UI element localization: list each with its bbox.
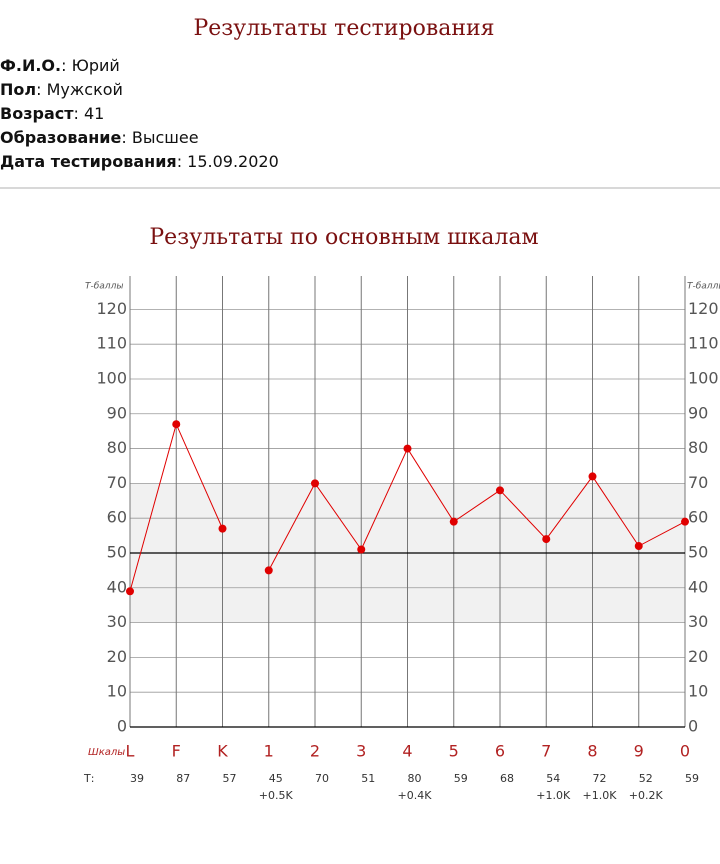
info-line: Дата тестирования: 15.09.2020 [0, 152, 279, 171]
y-tick-label: 60 [688, 508, 708, 527]
info-value: : Мужской [36, 80, 123, 99]
value-label: 45 [269, 772, 283, 785]
y-tick-label: 110 [688, 334, 719, 353]
x-tick-label: F [172, 742, 181, 761]
value-label: 68 [500, 772, 514, 785]
y-tick-label: 30 [688, 612, 708, 631]
x-tick-label: 0 [680, 742, 690, 761]
y-tick-label: 90 [107, 403, 127, 422]
y-tick-label: 70 [688, 473, 708, 492]
y-axis-label: Т-баллы [687, 282, 720, 292]
correction-label: +0.4K [398, 789, 433, 802]
x-tick-label: 4 [402, 742, 412, 761]
y-tick-label: 80 [107, 438, 127, 457]
y-tick-label: 20 [688, 647, 708, 666]
y-axis-label: Т-баллы [85, 282, 123, 292]
point [449, 517, 458, 526]
x-tick-label: 9 [634, 742, 644, 761]
y-tick-label: 50 [688, 542, 708, 561]
y-tick-label: 50 [107, 542, 127, 561]
value-label: 72 [593, 772, 607, 785]
value-label: 59 [454, 772, 468, 785]
point [496, 486, 504, 495]
y-tick-label: 120 [688, 299, 719, 318]
series-line [268, 447, 686, 571]
y-tick-label: 40 [107, 577, 127, 596]
point [264, 566, 273, 575]
info-label: Ф.И.О. [0, 56, 61, 75]
y-tick-label: 80 [688, 438, 708, 457]
y-tick-label: 70 [107, 473, 127, 492]
correction-label: +0.2K [629, 789, 664, 802]
info-label: Образование [0, 128, 122, 147]
x-tick-label: 1 [264, 742, 274, 761]
x-tick-label: L [126, 742, 135, 761]
x-tick-label: 3 [356, 742, 366, 761]
point [542, 535, 551, 544]
y-tick-label: 30 [107, 612, 127, 631]
info-label: Пол [0, 80, 36, 99]
info-label: Возраст [0, 104, 74, 123]
info-value: : Юрий [61, 56, 120, 75]
y-tick-label: 100 [688, 368, 719, 387]
page-title: Результаты тестирования [193, 16, 494, 41]
point [588, 472, 597, 481]
y-tick-label: 10 [107, 682, 127, 701]
info-line: Ф.И.О.: Юрий [0, 56, 120, 75]
value-label: 57 [223, 772, 237, 785]
value-label: 80 [408, 772, 422, 785]
point [218, 524, 227, 533]
y-tick-label: 90 [688, 403, 708, 422]
info-block: Ф.И.О.: Юрий Пол: Мужской Возраст: 41 Образ… [0, 56, 279, 171]
y-tick-label: 40 [688, 577, 708, 596]
value-label: 39 [130, 772, 144, 785]
value-row-label: Т: [83, 772, 94, 785]
value-label: 70 [315, 772, 329, 785]
point [172, 420, 181, 429]
x-tick-label: K [217, 742, 228, 761]
value-label: 59 [685, 772, 699, 785]
point [403, 444, 412, 453]
correction-label: +1.0K [536, 789, 571, 802]
correction-label: +0.5K [259, 789, 294, 802]
info-label: Дата тестирования [0, 152, 177, 171]
correction-label: +1.0K [583, 789, 618, 802]
info-value: : 41 [74, 104, 105, 123]
chart-title: Результаты по основным шкалам [149, 225, 538, 250]
x-tick-label: 5 [449, 742, 459, 761]
y-tick-label: 0 [117, 717, 127, 736]
x-tick-label: 6 [495, 742, 505, 761]
point [126, 587, 134, 596]
point [681, 517, 689, 526]
y-tick-label: 0 [688, 717, 698, 736]
info-line: Пол: Мужской [0, 80, 123, 99]
y-tick-label: 110 [96, 334, 127, 353]
category-axis-label: Шкалы [88, 747, 125, 758]
info-line: Возраст: 41 [0, 104, 104, 123]
value-label: 54 [546, 772, 560, 785]
y-tick-label: 100 [96, 368, 127, 387]
point [311, 479, 319, 488]
value-label: 51 [361, 772, 375, 785]
x-tick-label: 2 [310, 742, 320, 761]
point [634, 542, 643, 551]
info-value: : 15.09.2020 [177, 152, 279, 171]
info-value: : Высшее [121, 128, 198, 147]
y-tick-label: 60 [107, 508, 127, 527]
info-line: Образование: Высшее [0, 128, 199, 147]
x-tick-label: 8 [587, 742, 597, 761]
value-label: 87 [176, 772, 190, 785]
y-tick-label: 20 [107, 647, 127, 666]
x-tick-label: 7 [541, 742, 551, 761]
y-tick-label: 120 [96, 299, 127, 318]
point [357, 545, 366, 554]
y-tick-label: 10 [688, 682, 708, 701]
value-label: 52 [639, 772, 653, 785]
